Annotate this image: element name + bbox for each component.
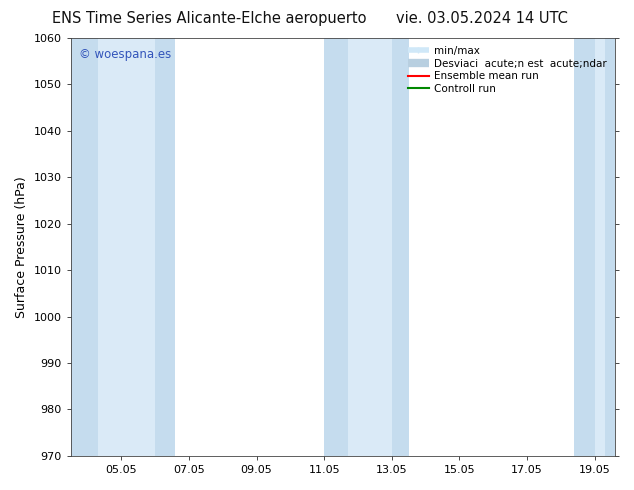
Bar bbox=[71, 38, 98, 456]
Bar bbox=[392, 38, 409, 456]
Y-axis label: Surface Pressure (hPa): Surface Pressure (hPa) bbox=[15, 176, 28, 318]
Bar bbox=[155, 38, 176, 456]
Bar bbox=[574, 38, 615, 456]
Text: ENS Time Series Alicante-Elche aeropuerto: ENS Time Series Alicante-Elche aeropuert… bbox=[52, 11, 366, 26]
Text: vie. 03.05.2024 14 UTC: vie. 03.05.2024 14 UTC bbox=[396, 11, 568, 26]
Text: © woespana.es: © woespana.es bbox=[79, 48, 171, 61]
Bar bbox=[324, 38, 348, 456]
Bar bbox=[71, 38, 176, 456]
Bar bbox=[574, 38, 595, 456]
Bar bbox=[605, 38, 615, 456]
Bar bbox=[324, 38, 409, 456]
Legend: min/max, Desviaci  acute;n est  acute;ndar, Ensemble mean run, Controll run: min/max, Desviaci acute;n est acute;ndar… bbox=[404, 43, 610, 97]
